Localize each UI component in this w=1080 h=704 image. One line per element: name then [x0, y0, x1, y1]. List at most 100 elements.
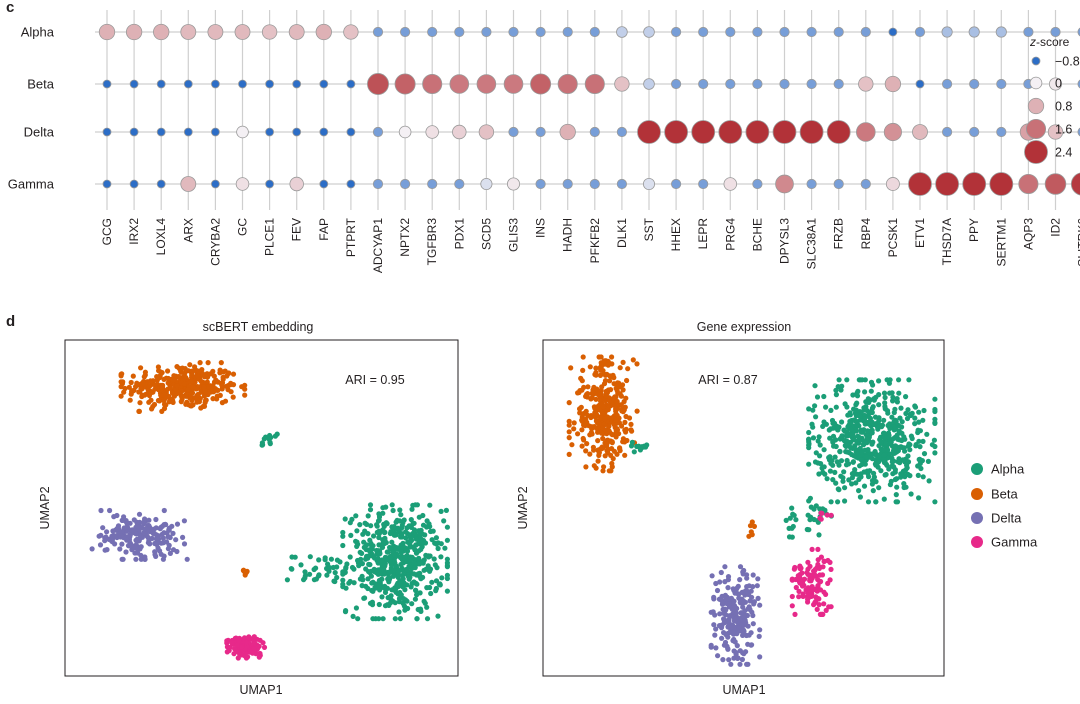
umap-point-alpha [400, 596, 407, 602]
dot [372, 26, 384, 38]
dot [180, 24, 197, 40]
umap-point-alpha [272, 433, 278, 439]
umap-point-delta [741, 628, 747, 635]
umap-point-alpha [888, 478, 894, 484]
umap-point-alpha [376, 601, 382, 608]
umap-point-beta [148, 390, 154, 396]
umap-point-beta [607, 378, 613, 384]
umap-expression-ylabel: UMAP2 [516, 486, 530, 529]
umap-point-delta [745, 623, 751, 629]
umap-point-delta [170, 547, 177, 553]
dot [557, 73, 578, 95]
umap-point-alpha [864, 440, 870, 446]
dot [962, 172, 987, 196]
umap-point-alpha [854, 439, 860, 445]
umap-point-alpha [364, 521, 370, 528]
umap-point-delta [723, 632, 729, 638]
umap-point-beta [629, 428, 635, 434]
umap-point-gamma [815, 561, 821, 568]
umap-point-alpha [809, 421, 815, 427]
umap-point-beta [605, 446, 611, 452]
umap-point-alpha [435, 613, 441, 619]
umap-point-delta [717, 579, 723, 585]
dot [833, 78, 844, 90]
umap-point-beta [198, 405, 204, 411]
umap-point-beta [589, 395, 595, 401]
umap-point-alpha [886, 466, 892, 472]
umap-point-gamma [821, 558, 827, 565]
umap-point-beta [583, 393, 589, 399]
umap-point-beta [578, 375, 584, 381]
umap-point-alpha [789, 505, 795, 511]
umap-point-gamma [797, 564, 803, 570]
umap-point-delta [97, 542, 104, 548]
dot [616, 178, 628, 190]
gene-label: RBP4 [859, 218, 873, 250]
umap-expression-ari: ARI = 0.87 [698, 373, 757, 387]
umap-point-alpha [859, 449, 865, 455]
umap-point-alpha [431, 556, 437, 562]
umap-point-beta [621, 407, 627, 413]
umap-point-alpha [838, 458, 845, 464]
umap-point-beta [170, 399, 176, 405]
dot [427, 26, 438, 38]
gene-label: INS [534, 218, 548, 238]
umap-point-delta [728, 661, 734, 667]
umap-point-alpha [424, 604, 430, 610]
dot [752, 26, 763, 38]
umap-point-alpha [821, 464, 827, 470]
umap-point-alpha [892, 476, 899, 483]
umap-point-alpha [874, 424, 881, 430]
umap-point-delta [126, 543, 132, 549]
dot [478, 124, 495, 140]
umap-point-alpha [404, 548, 411, 554]
gene-label: HADH [561, 218, 575, 252]
umap-point-beta [620, 387, 626, 393]
dot [452, 124, 467, 140]
umap-point-alpha [428, 590, 434, 597]
dot [1023, 26, 1034, 38]
umap-point-alpha [359, 583, 365, 589]
umap-point-alpha [330, 564, 336, 571]
zscore-legend-dot [1029, 76, 1043, 90]
umap-point-delta [719, 593, 725, 600]
dot [725, 26, 736, 38]
umap-point-gamma [805, 585, 811, 591]
umap-point-alpha [870, 382, 876, 388]
umap-point-alpha [920, 438, 926, 444]
zscore-title-rest: -score [1036, 35, 1070, 49]
umap-point-alpha [861, 483, 868, 489]
umap-point-alpha [899, 419, 905, 425]
umap-point-beta [583, 448, 589, 454]
umap-point-alpha [816, 434, 822, 440]
umap-point-alpha [873, 394, 879, 400]
umap-point-delta [121, 514, 127, 520]
umap-scbert-xlabel: UMAP1 [239, 683, 282, 697]
umap-point-delta [722, 639, 729, 646]
dot [449, 74, 470, 94]
umap-point-alpha [424, 616, 431, 622]
umap-point-delta [711, 596, 717, 602]
umap-point-gamma [789, 603, 795, 609]
umap-point-beta [159, 384, 165, 390]
umap-point-beta [149, 406, 155, 412]
umap-point-delta [157, 548, 163, 554]
umap-point-alpha [815, 460, 821, 466]
gene-label: PTPRT [344, 217, 358, 257]
umap-point-alpha [791, 512, 797, 518]
umap-point-gamma [229, 640, 235, 646]
umap-point-alpha [340, 529, 346, 536]
gene-label: PFKFB2 [588, 218, 602, 264]
dot [265, 179, 275, 189]
umap-point-beta [158, 392, 164, 398]
dot [996, 126, 1007, 138]
umap-point-alpha [858, 429, 864, 435]
dot [884, 75, 902, 93]
umap-point-alpha [365, 513, 371, 519]
umap-point-alpha [311, 577, 317, 583]
umap-point-alpha [408, 584, 414, 590]
umap-point-delta [98, 507, 104, 514]
umap-point-beta [566, 422, 572, 428]
dot [1018, 173, 1039, 195]
umap-point-alpha [412, 565, 418, 571]
